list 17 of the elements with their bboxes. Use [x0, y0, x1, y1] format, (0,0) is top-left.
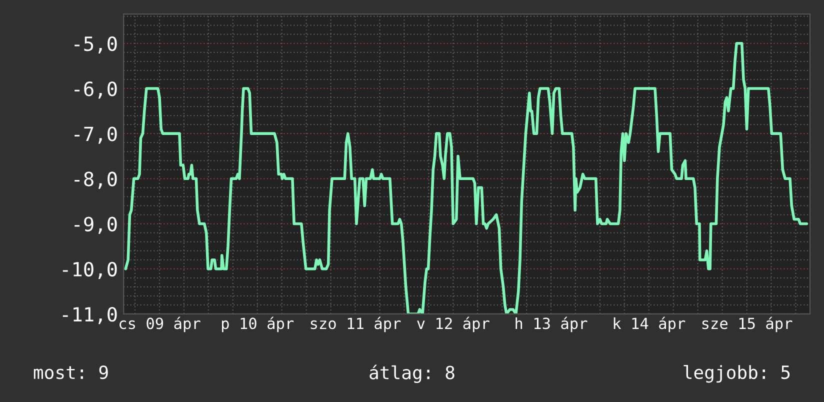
- y-tick-label: -9,0: [74, 216, 117, 234]
- y-tick-label: -11,0: [62, 306, 117, 324]
- y-tick-label: -5,0: [74, 36, 117, 54]
- x-tick-label: p 10 ápr: [222, 316, 294, 332]
- text: átlag: 8: [370, 364, 454, 384]
- y-tick-label: -7,0: [74, 126, 117, 144]
- y-tick-label: -10,0: [62, 262, 117, 280]
- y-tick-label: -6,0: [74, 81, 117, 99]
- x-tick-label: k 14 ápr: [614, 316, 686, 332]
- y-tick-label: -8,0: [74, 172, 117, 189]
- x-tick-label: sze 15 ápr: [702, 316, 792, 332]
- text: legjobb: 5: [684, 365, 790, 383]
- text: most: 9: [34, 365, 108, 380]
- x-tick-label: szo 11 ápr: [310, 316, 401, 332]
- x-tick-label: cs 09 ápr: [120, 316, 200, 332]
- x-tick-label: h 13 ápr: [516, 316, 588, 332]
- x-tick-label: v 12 ápr: [417, 316, 490, 332]
